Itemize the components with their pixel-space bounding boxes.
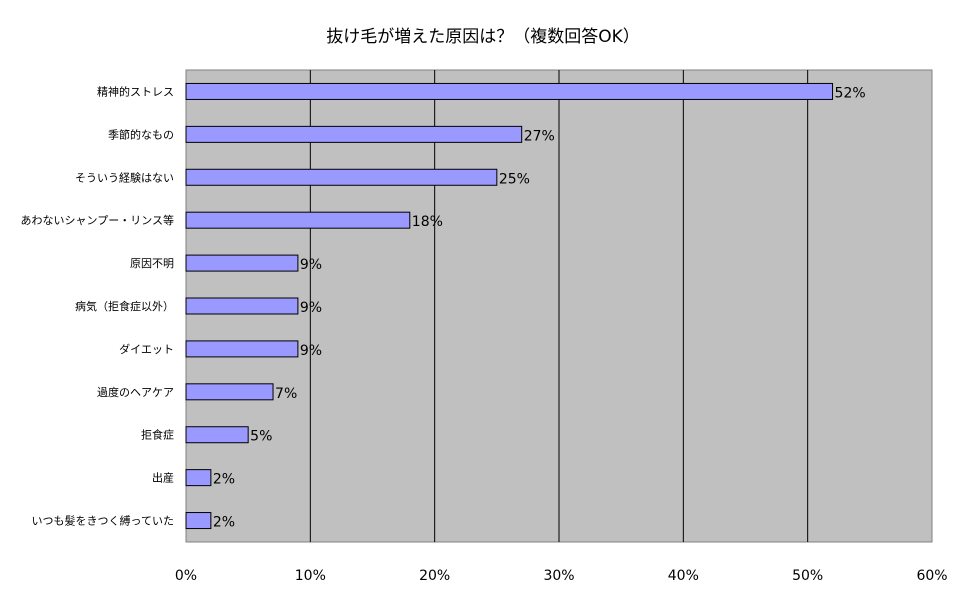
gridlines xyxy=(309,70,809,542)
bars xyxy=(185,82,834,530)
data-label: 9% xyxy=(300,257,322,273)
x-tick-label: 40% xyxy=(668,568,699,584)
data-label: 9% xyxy=(300,343,322,359)
bar xyxy=(185,297,299,315)
x-axis-ticks: 0% 10% 20% 30% 40% 50% 60% xyxy=(175,568,948,584)
bar xyxy=(185,254,299,272)
bar xyxy=(185,168,498,186)
data-label: 5% xyxy=(250,429,272,445)
data-label: 18% xyxy=(412,214,443,230)
data-label: 2% xyxy=(213,472,235,488)
category-label: 精神的ストレス xyxy=(97,84,174,98)
category-label: 拒食症 xyxy=(141,428,174,442)
x-tick-label: 60% xyxy=(916,568,947,584)
category-labels: 精神的ストレス季節的なものそういう経験はないあわないシャンプー・リンス等原因不明… xyxy=(21,84,174,527)
x-tick-label: 30% xyxy=(543,568,574,584)
category-label: そういう経験はない xyxy=(75,170,174,184)
bar xyxy=(185,340,299,358)
data-label: 52% xyxy=(835,85,866,101)
bar xyxy=(185,469,212,487)
bar xyxy=(185,426,249,444)
category-label: 出産 xyxy=(152,471,174,485)
category-label: いつも髪をきつく縛っていた xyxy=(32,514,174,528)
category-label: あわないシャンプー・リンス等 xyxy=(21,213,174,227)
category-label: 過度のヘアケア xyxy=(97,385,174,399)
x-tick-label: 10% xyxy=(295,568,326,584)
category-label: ダイエット xyxy=(119,342,174,356)
category-label: 病気（拒食症以外） xyxy=(75,299,174,313)
category-label: 季節的なもの xyxy=(108,127,174,141)
x-tick-label: 20% xyxy=(419,568,450,584)
data-label: 27% xyxy=(524,128,555,144)
data-label: 2% xyxy=(213,515,235,531)
data-label: 25% xyxy=(499,171,530,187)
data-labels: 52% 27% 25% 18% 9% 9% 9% 7% 5% 2% 2% xyxy=(213,85,866,530)
data-label: 9% xyxy=(300,300,322,316)
bar xyxy=(185,383,274,401)
x-tick-label: 50% xyxy=(792,568,823,584)
data-label: 7% xyxy=(275,386,297,402)
chart-title: 抜け毛が増えた原因は？（複数回答OK） xyxy=(326,27,640,47)
bar xyxy=(185,512,212,530)
x-tick-label: 0% xyxy=(175,568,197,584)
bar xyxy=(185,82,834,100)
bar xyxy=(185,125,523,143)
category-label: 原因不明 xyxy=(130,257,174,270)
bar xyxy=(185,211,411,229)
